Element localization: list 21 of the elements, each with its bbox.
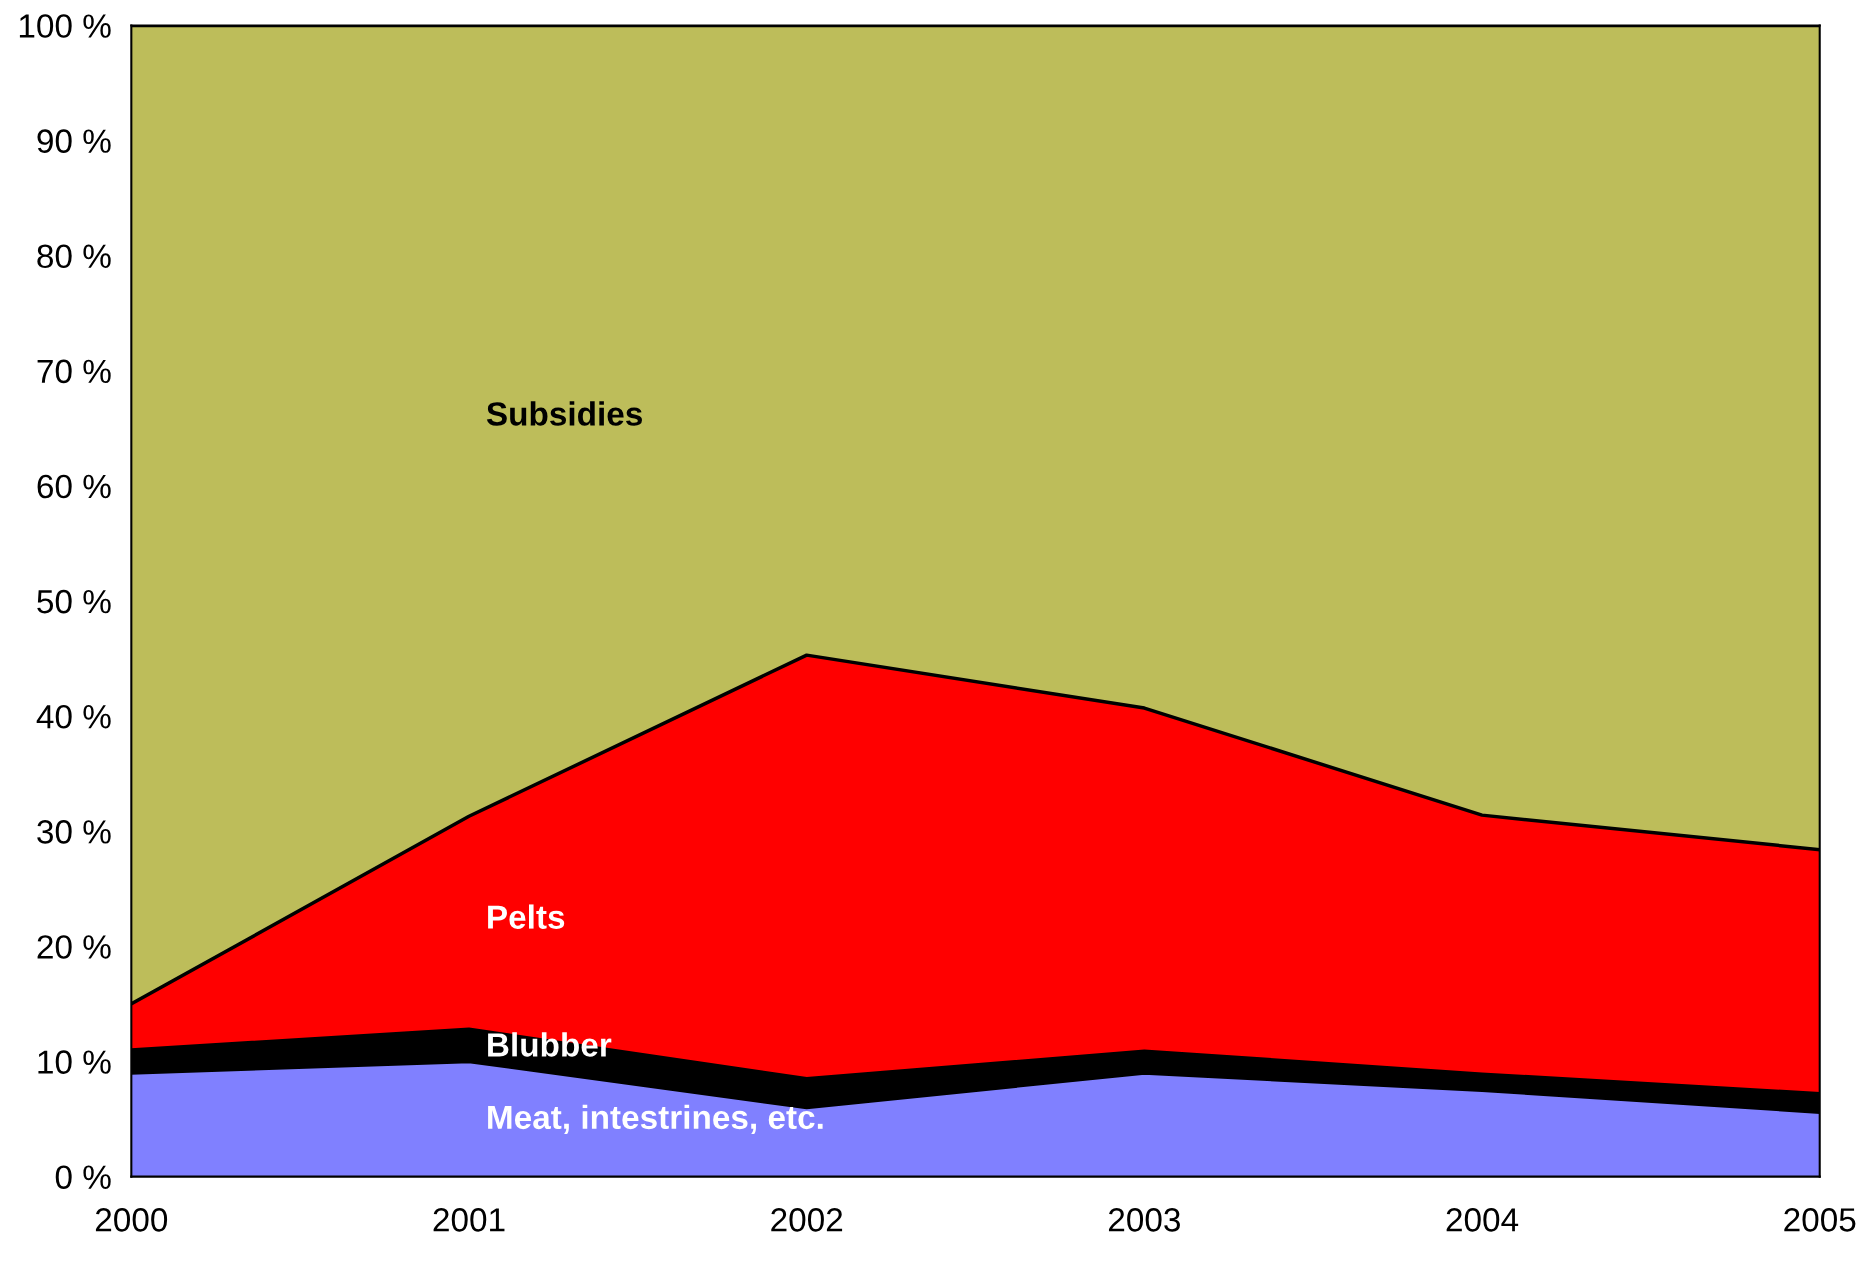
- series-label: Pelts: [488, 904, 565, 929]
- series-label: Blubber: [488, 1032, 612, 1057]
- y-tick-label: 40 %: [36, 704, 111, 729]
- y-tick-label: 80 %: [37, 244, 111, 269]
- y-tick-label: 10 %: [38, 1050, 111, 1074]
- y-tick-label: 70 %: [37, 359, 111, 384]
- x-tick-label: 2001: [433, 1208, 505, 1232]
- x-tick-label: 2004: [1446, 1208, 1519, 1232]
- y-tick-label: 90 %: [37, 129, 111, 153]
- x-tick-label: 2000: [95, 1208, 168, 1232]
- series-label: Meat, intestrines, etc.: [488, 1104, 823, 1134]
- x-tick-label: 2002: [771, 1208, 843, 1232]
- series-label: Subsidies: [486, 401, 642, 426]
- y-tick-label: 50 %: [37, 589, 111, 614]
- x-tick-label: 2003: [1108, 1208, 1180, 1232]
- y-tick-label: 0 %: [55, 1165, 111, 1190]
- y-tick-label: 30 %: [37, 820, 111, 844]
- y-tick-label: 60 %: [37, 474, 111, 499]
- y-tick-label: 20 %: [37, 935, 111, 959]
- y-tick-label: 100 %: [19, 14, 111, 38]
- x-tick-label: 2005: [1784, 1208, 1856, 1232]
